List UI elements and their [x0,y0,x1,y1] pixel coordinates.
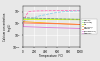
X-axis label: Temperature (°C): Temperature (°C) [39,54,64,58]
Y-axis label: Calcium concentration
(mg/L): Calcium concentration (mg/L) [3,12,12,41]
Legend: CaCO₃, (calcite), Ca, Mg(OH)₂, CaSO₄, (magnesia), Mg₂SO₄: CaCO₃, (calcite), Ca, Mg(OH)₂, CaSO₄, (m… [81,19,97,34]
